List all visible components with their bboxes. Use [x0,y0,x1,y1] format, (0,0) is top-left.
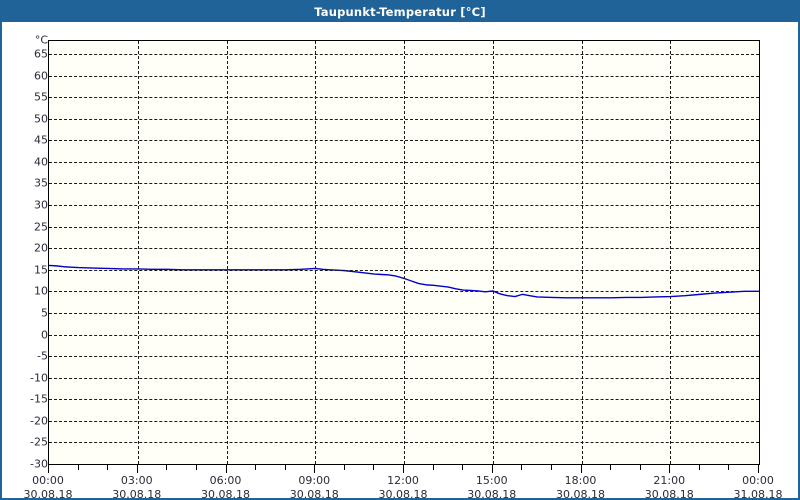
x-axis-tick-time: 15:00 [475,474,508,487]
x-axis-tick-date: 30.08.18 [378,488,428,500]
y-axis-tick-label: 30 [34,198,48,212]
x-axis-tick-date: 31.08.18 [733,488,783,500]
x-axis-tick-mark [758,465,759,473]
x-axis-tick-mark [343,465,345,470]
x-axis-tick-label: 15:00 30.08.18 [452,474,532,500]
page-title: Taupunkt-Temperatur [°C] [314,5,486,19]
x-axis-tick-mark [195,465,197,470]
y-axis-tick-label: -10 [30,371,48,385]
x-axis-tick-time: 12:00 [387,474,419,487]
y-axis-tick-label: 65 [34,47,48,61]
plot-area [48,40,760,465]
dewpoint-series [49,264,759,299]
x-axis-tick-mark [491,465,493,473]
x-axis-tick-mark [48,465,49,473]
x-axis-tick-mark [580,465,582,473]
window-title-bar: Taupunkt-Temperatur [°C] [2,2,798,22]
x-axis-tick-label: 21:00 30.08.18 [629,474,709,500]
y-axis-tick-label: 25 [34,220,48,234]
x-axis-tick-label: 03:00 30.08.18 [97,474,177,500]
x-axis-tick-mark [698,465,700,470]
gridline-vertical [581,41,583,464]
y-axis-tick-label: -5 [37,349,48,363]
x-axis-tick-mark [728,465,730,470]
y-axis-tick-label: 0 [41,328,48,341]
gridline-vertical [404,41,405,464]
x-axis-tick-mark [255,465,257,470]
x-axis-tick-mark [77,465,79,470]
x-axis-tick-label: 09:00 30.08.18 [274,474,354,500]
x-axis-tick-mark [462,465,464,470]
x-axis-tick-date: 30.08.18 [467,488,517,500]
x-axis-tick-mark [610,465,612,470]
y-axis-tick-label: -30 [30,457,48,471]
y-axis-tick-label: -20 [30,414,48,428]
y-axis-unit-label: °C [34,33,48,47]
x-axis-tick-date: 30.08.18 [112,488,162,500]
y-axis-tick-label: 15 [34,263,48,277]
x-axis-tick-label: 12:00 30.08.18 [363,474,443,500]
x-axis-tick-date: 30.08.18 [23,488,73,500]
x-axis-tick-time: 00:00 [32,474,64,487]
x-axis: 00:00 30.08.18 03:00 30.08.18 06:00 30.08.18 0… [24,465,782,500]
y-axis-tick-label: -25 [30,435,48,449]
gridline-vertical [315,41,317,464]
x-axis-tick-time: 21:00 [653,474,686,487]
x-axis-tick-label: 00:00 30.08.18 [8,474,88,500]
x-axis-tick-mark [403,465,404,473]
x-axis-tick-time: 06:00 [209,474,242,487]
x-axis-tick-mark [550,465,552,470]
x-axis-tick-mark [284,465,286,470]
x-axis-tick-mark [107,465,109,470]
x-axis-tick-date: 30.08.18 [201,488,250,500]
gridline-vertical [670,41,672,464]
y-axis-tick-label: 60 [34,69,48,83]
x-axis-tick-date: 30.08.18 [644,488,694,500]
y-axis-tick-label: 20 [34,241,48,255]
y-axis-tick-label: 40 [34,155,48,169]
x-axis-tick-mark [521,465,523,470]
x-axis-tick-mark [639,465,641,470]
y-axis-tick-label: 45 [34,133,48,147]
x-axis-tick-time: 18:00 [564,474,597,487]
x-axis-tick-mark [373,465,375,470]
x-axis-tick-time: 00:00 [742,474,774,487]
x-axis-tick-mark [432,465,434,470]
x-axis-tick-time: 09:00 [298,474,331,487]
gridline-vertical [492,41,494,464]
y-axis-tick-label: 35 [34,176,48,190]
x-axis-tick-mark [669,465,671,473]
x-axis-tick-mark [166,465,168,470]
x-axis-tick-mark [136,465,138,473]
x-axis-tick-mark [314,465,316,473]
x-axis-tick-label: 18:00 30.08.18 [541,474,621,500]
x-axis-tick-label: 06:00 30.08.18 [186,474,266,500]
y-axis-tick-label: 55 [34,90,48,104]
x-axis-tick-mark [225,465,227,473]
x-axis-tick-time: 03:00 [120,474,153,487]
x-axis-tick-label: 00:00 31.08.18 [718,474,798,500]
x-axis-tick-date: 30.08.18 [289,488,339,500]
plot-body: °C 65 60 55 50 45 40 35 30 25 20 15 10 5 0 -5 -10 -15 -20… [2,22,798,498]
gridline-vertical [226,41,228,464]
y-axis-tick-label: 5 [41,306,48,320]
y-axis-tick-label: -15 [30,392,48,406]
gridline-vertical [137,41,139,464]
y-axis: °C 65 60 55 50 45 40 35 30 25 20 15 10 5 0 -5 -10 -15 -20… [2,22,48,483]
y-axis-tick-label: 50 [34,112,48,126]
y-axis-tick-label: 10 [34,284,48,298]
x-axis-tick-date: 30.08.18 [556,488,605,500]
